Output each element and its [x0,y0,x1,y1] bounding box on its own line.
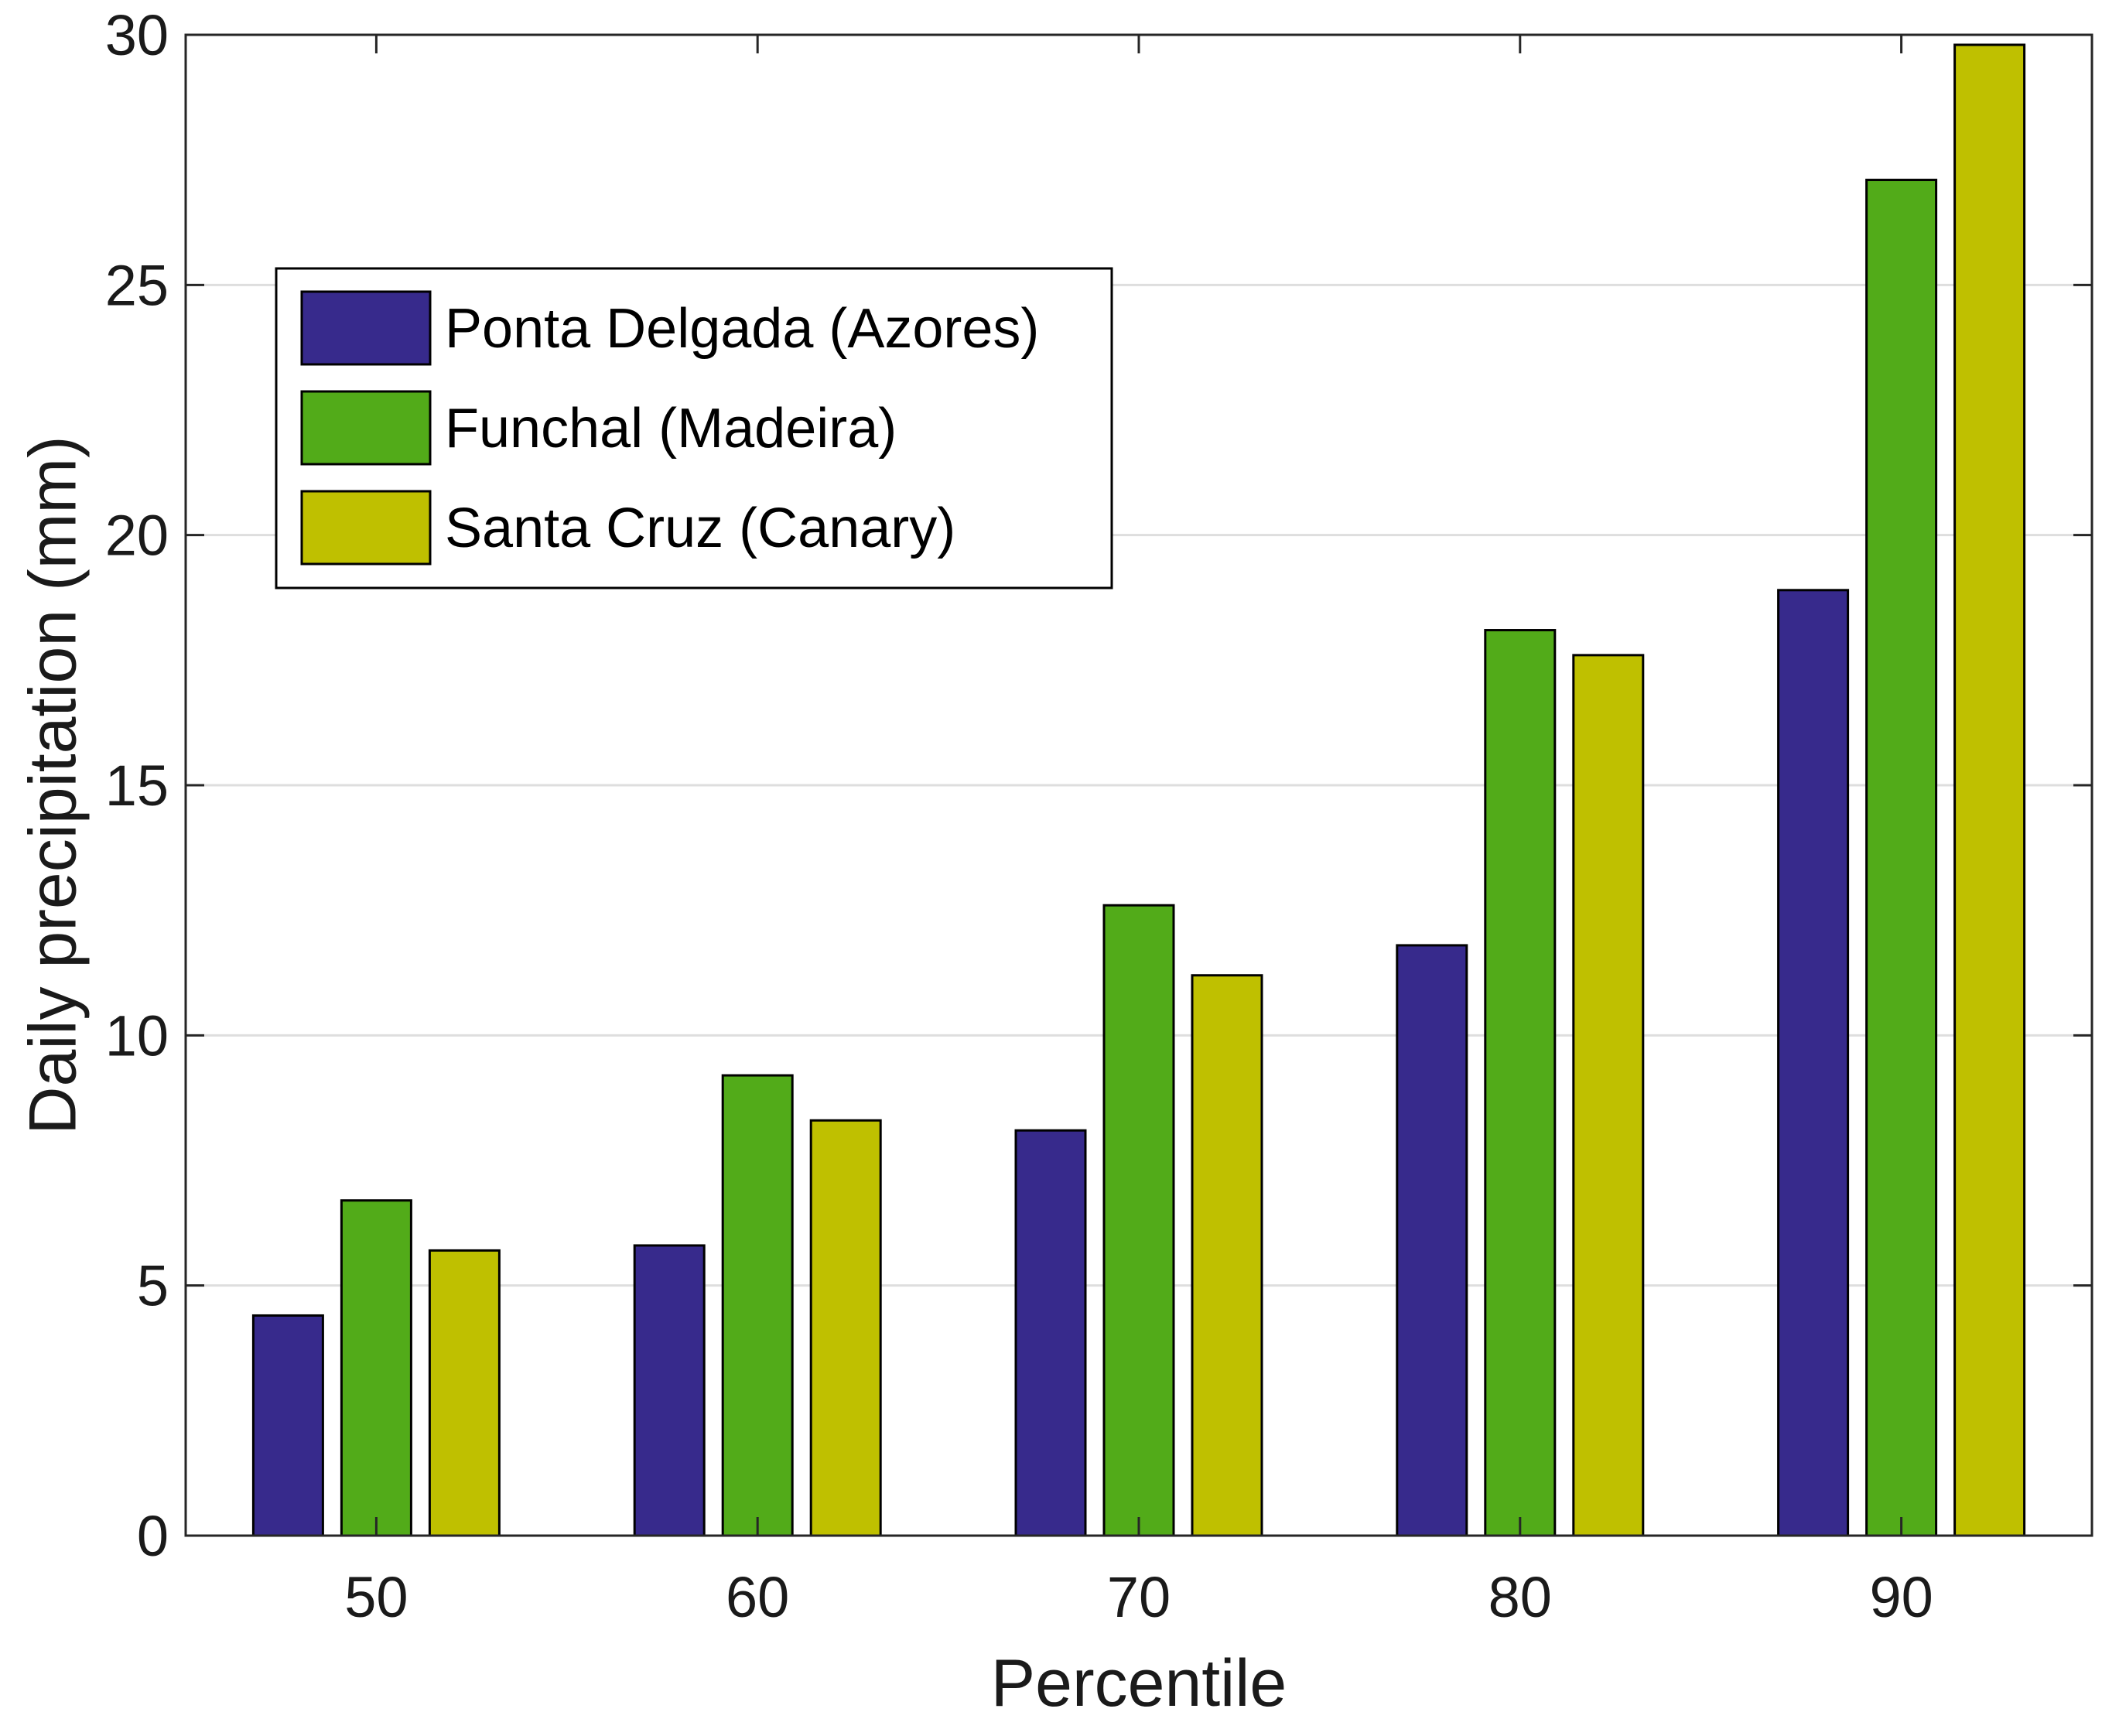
legend-label: Santa Cruz (Canary) [445,497,955,559]
y-axis-title: Daily precipitation (mm) [16,436,91,1134]
tick-labels: 0 5 10 15 20 25 30 50 60 70 80 90 [105,3,1933,1629]
y-tick-label: 30 [105,3,169,67]
x-tick-label: 50 [344,1565,408,1629]
y-tick-label: 10 [105,1003,169,1068]
ticks [186,33,2092,1537]
legend-label: Ponta Delgada (Azores) [445,298,1039,360]
y-tick-label: 15 [105,754,169,818]
x-tick-label: 70 [1107,1565,1171,1629]
bar [1396,944,1468,1537]
x-tick-label: 90 [1869,1565,1933,1629]
y-tick-label: 5 [137,1254,169,1318]
legend-label: Funchal (Madeira) [445,398,897,460]
y-tick-label: 20 [105,504,169,568]
bar [1191,974,1263,1537]
legend-swatch [300,490,432,566]
bar [1865,179,1938,1537]
legend-swatch [300,390,432,466]
bar [1953,43,2026,1537]
bar [633,1244,706,1537]
x-axis-title: Percentile [991,1646,1287,1721]
bar [1484,629,1557,1537]
y-tick-label: 25 [105,253,169,317]
bars [251,43,2026,1537]
y-tick-label: 0 [137,1504,169,1568]
bar [721,1074,794,1537]
bar [1102,904,1175,1537]
bar [428,1249,501,1537]
x-tick-label: 80 [1488,1565,1552,1629]
bar [809,1119,882,1537]
bar [1572,654,1645,1537]
bar [340,1199,412,1537]
bar [1777,589,1850,1537]
legend: Ponta Delgada (Azores) Funchal (Madeira) S… [275,267,1113,589]
x-tick-label: 60 [726,1565,789,1629]
bar [1014,1129,1087,1537]
legend-swatch [300,290,432,366]
bar [251,1314,324,1537]
